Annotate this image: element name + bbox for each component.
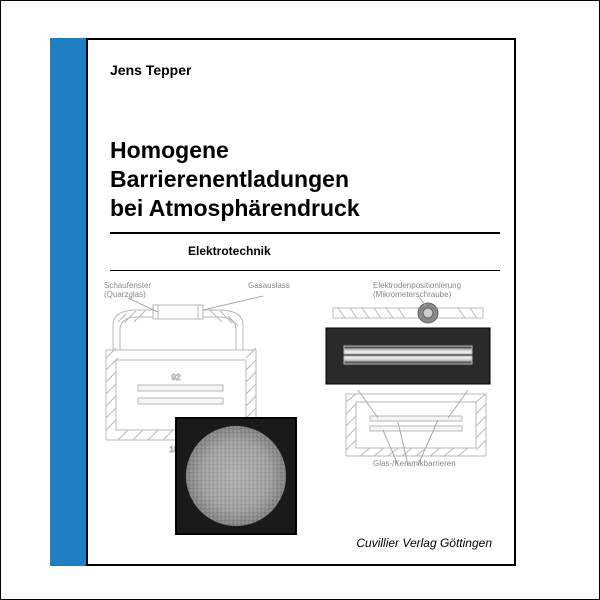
diagram-label-barrier: Glas-/Keramikbarrieren <box>373 460 456 469</box>
diagram-label-window: Schaufenster (Quarzglas) <box>104 282 151 300</box>
diagram-svg: 92 162 <box>98 290 508 540</box>
blue-side-bar <box>50 38 86 566</box>
technical-diagram: Schaufenster (Quarzglas) Gasauslass Elek… <box>98 290 508 540</box>
title-line: Homogene <box>110 136 360 165</box>
book-title: Homogene Barrierenentladungen bei Atmosp… <box>110 136 360 222</box>
subject-label: Elektrotechnik <box>188 244 271 258</box>
svg-text:92: 92 <box>172 373 181 382</box>
divider-thick <box>110 232 500 234</box>
title-line: Barrierenentladungen <box>110 165 360 194</box>
publisher-name: Cuvillier Verlag Göttingen <box>356 536 492 550</box>
diagram-label-electrode: Elektrodenpositionierung (Mikrometerschr… <box>373 282 461 300</box>
discharge-photo-inset <box>176 418 296 534</box>
diagram-label-outlet: Gasauslass <box>248 282 290 291</box>
author-name: Jens Tepper <box>110 62 191 78</box>
title-line: bei Atmosphärendruck <box>110 194 360 223</box>
book-cover: Jens Tepper Homogene Barrierenentladunge… <box>86 38 516 566</box>
divider-thin <box>110 270 500 271</box>
